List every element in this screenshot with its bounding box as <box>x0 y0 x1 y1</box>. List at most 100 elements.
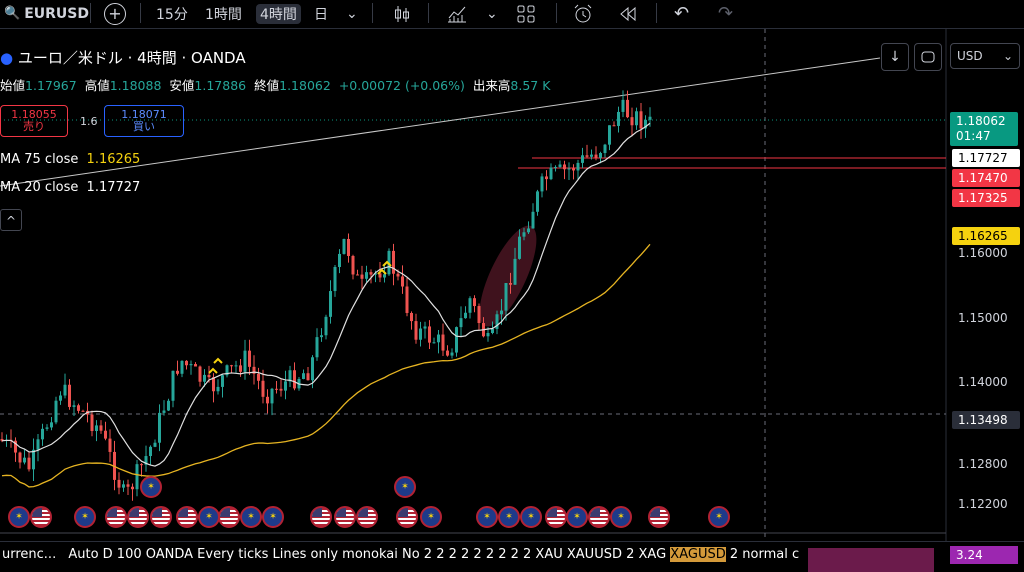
interval-4h[interactable]: 4時間 <box>256 0 301 27</box>
candle-body <box>626 99 629 118</box>
indicators-button[interactable] <box>446 0 468 27</box>
eu-event-flag-icon[interactable]: ✶ <box>198 506 220 528</box>
scroll-down-button[interactable]: ↓ <box>881 43 909 71</box>
ma20-value: 1.17727 <box>86 180 141 195</box>
candle-body <box>441 334 445 351</box>
us-event-flag-icon[interactable] <box>30 506 52 528</box>
candle-body <box>198 366 202 382</box>
eu-event-flag-icon[interactable]: ✶ <box>140 476 162 498</box>
ma75-line <box>1 243 651 488</box>
candle-body <box>77 405 80 411</box>
us-event-flag-icon[interactable] <box>356 506 378 528</box>
collapse-legend-button[interactable]: ^ <box>0 209 22 231</box>
sell-button[interactable]: 1.18055 売り <box>0 105 68 137</box>
us-event-flag-icon[interactable] <box>218 506 240 528</box>
candle-body <box>558 164 562 167</box>
status-main: Auto D 100 OANDA Every ticks Lines only … <box>68 547 667 562</box>
signal-arrow <box>382 260 392 267</box>
eu-event-flag-icon[interactable]: ✶ <box>520 506 542 528</box>
candle-body <box>36 439 40 450</box>
ma75-legend[interactable]: MA 75 close 1.16265 <box>0 152 140 167</box>
series-title: ● ユーロ／米ドル · 4時間 · OANDA <box>0 47 246 68</box>
candle-body <box>212 377 215 392</box>
spread-value: 1.6 <box>80 115 98 128</box>
alert-button[interactable] <box>572 0 594 27</box>
us-event-flag-icon[interactable] <box>545 506 567 528</box>
eu-event-flag-icon[interactable]: ✶ <box>708 506 730 528</box>
chevron-down-icon: ⌄ <box>486 5 498 22</box>
eu-event-flag-icon[interactable]: ✶ <box>498 506 520 528</box>
eu-event-flag-icon[interactable]: ✶ <box>240 506 262 528</box>
eu-event-flag-icon[interactable]: ✶ <box>74 506 96 528</box>
eu-event-flag-icon[interactable]: ✶ <box>610 506 632 528</box>
divider <box>428 3 429 23</box>
candle-body <box>320 335 323 338</box>
candle-body <box>378 273 382 278</box>
high-value: 1.18088 <box>109 78 162 93</box>
price-chart[interactable] <box>0 29 1024 541</box>
price-tick: 1.12800 <box>958 457 1008 471</box>
symbol-search-button[interactable]: 🔍 EURUSD <box>4 0 89 27</box>
ma20-line <box>1 122 651 467</box>
chart-type-button[interactable] <box>392 0 412 27</box>
divider <box>140 3 141 23</box>
interval-1h[interactable]: 1時間 <box>205 0 242 27</box>
level-price-tag: 1.17470 <box>952 169 1020 187</box>
buy-button[interactable]: 1.18071 買い <box>104 105 184 137</box>
candle-body <box>383 274 386 278</box>
undo-button[interactable]: ↶ <box>674 0 689 27</box>
candle-body <box>518 236 521 259</box>
us-event-flag-icon[interactable] <box>127 506 149 528</box>
low-label: 安値 <box>169 78 195 93</box>
us-event-flag-icon[interactable] <box>396 506 418 528</box>
candle-body <box>140 464 143 466</box>
candle-body <box>185 360 188 366</box>
us-event-flag-icon[interactable] <box>150 506 172 528</box>
current-price-tag: 1.18062 01:47 <box>950 112 1018 146</box>
ma20-legend[interactable]: MA 20 close 1.17727 <box>0 180 140 195</box>
candle-body <box>239 365 242 372</box>
compare-symbol-button[interactable]: + <box>104 0 126 27</box>
candle-body <box>459 318 463 328</box>
eu-event-flag-icon[interactable]: ✶ <box>420 506 442 528</box>
eu-event-flag-icon[interactable]: ✶ <box>262 506 284 528</box>
us-event-flag-icon[interactable] <box>105 506 127 528</box>
ma75-value: 1.16265 <box>86 152 141 167</box>
us-event-flag-icon[interactable] <box>648 506 670 528</box>
candle-body <box>216 386 220 392</box>
interval-dropdown[interactable]: ⌄ <box>346 0 358 27</box>
chart-pane[interactable]: ● ユーロ／米ドル · 4時間 · OANDA 始値1.17967 高値1.18… <box>0 29 1024 541</box>
indicators-dropdown[interactable]: ⌄ <box>486 0 498 27</box>
candle-body <box>23 457 26 463</box>
candle-body <box>54 400 58 423</box>
indicators-icon <box>448 6 466 22</box>
open-value: 1.17967 <box>25 78 77 93</box>
us-event-flag-icon[interactable] <box>176 506 198 528</box>
candle-body <box>477 306 481 324</box>
candle-body <box>356 274 359 276</box>
interval-1d[interactable]: 日 <box>314 0 328 27</box>
layouts-button[interactable] <box>516 0 536 27</box>
us-event-flag-icon[interactable] <box>310 506 332 528</box>
redo-icon: ↷ <box>718 3 734 24</box>
candle-body <box>374 273 377 275</box>
us-event-flag-icon[interactable] <box>588 506 610 528</box>
fullscreen-button[interactable] <box>914 43 942 71</box>
eu-event-flag-icon[interactable]: ✶ <box>476 506 498 528</box>
eu-event-flag-icon[interactable]: ✶ <box>394 476 416 498</box>
candle-body <box>63 384 67 396</box>
redo-button[interactable]: ↷ <box>718 0 733 27</box>
replay-button[interactable] <box>618 0 638 27</box>
interval-label-active: 4時間 <box>256 3 301 24</box>
highlight-zone <box>479 225 537 327</box>
currency-select[interactable]: USD ⌄ <box>950 43 1020 69</box>
candle-body <box>171 370 175 401</box>
us-event-flag-icon[interactable] <box>334 506 356 528</box>
candle-body <box>450 352 454 356</box>
interval-label: 15分 <box>156 6 188 23</box>
candle-body <box>194 364 197 367</box>
search-icon: 🔍 <box>4 6 21 21</box>
interval-15m[interactable]: 15分 <box>156 0 188 27</box>
eu-event-flag-icon[interactable]: ✶ <box>566 506 588 528</box>
eu-event-flag-icon[interactable]: ✶ <box>8 506 30 528</box>
